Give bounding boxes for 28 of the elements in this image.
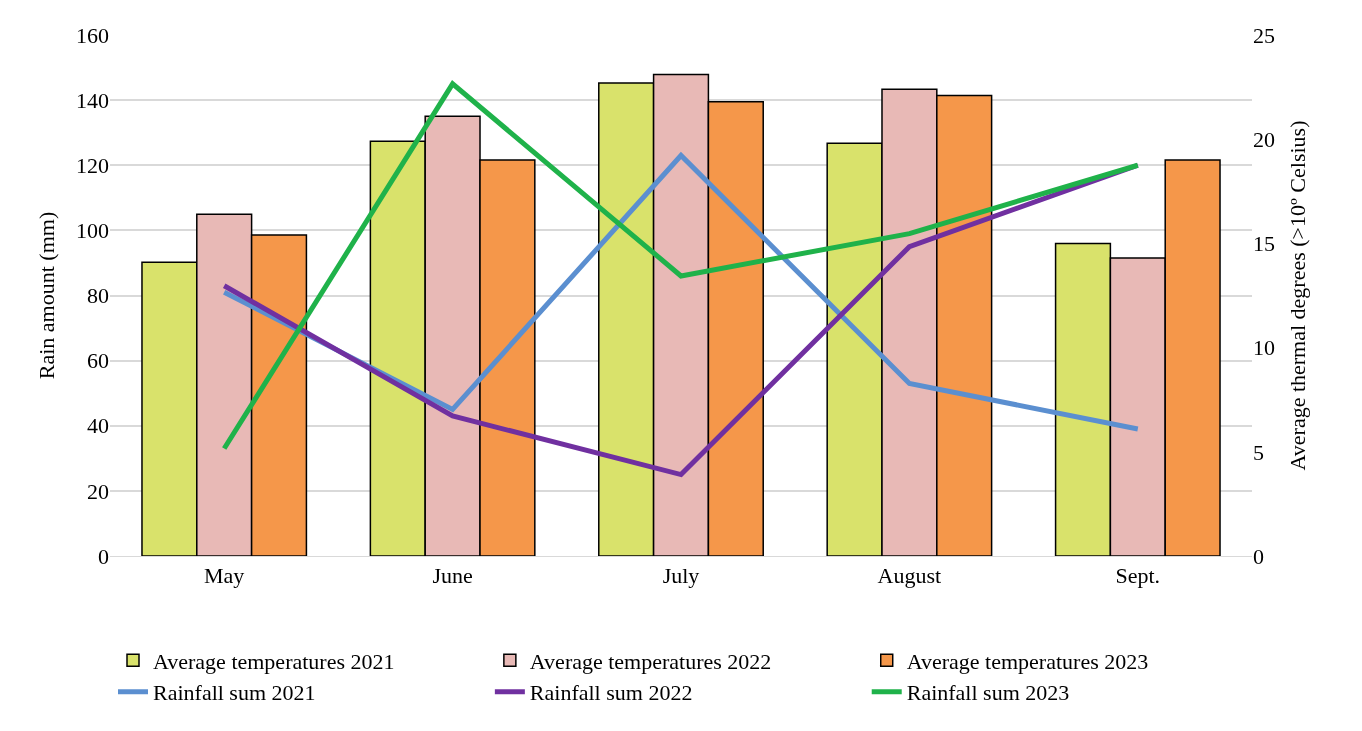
x-tick-label: May: [204, 563, 245, 589]
y2-tick-label: 25: [1253, 22, 1275, 48]
x-tick-label: Sept.: [1115, 563, 1161, 589]
y-tick-label: 140: [76, 87, 109, 113]
y-tick-label: 60: [87, 348, 109, 374]
y2-axis-title: Average thermal degrees (>10º Celsius): [1284, 120, 1310, 471]
y-tick-label: 40: [87, 413, 109, 439]
legend-label: Average temperatures 2023: [906, 648, 1149, 674]
y-tick-label: 160: [76, 22, 109, 48]
y-tick-label: 20: [87, 478, 109, 504]
legend-label: Average temperatures 2022: [529, 648, 772, 674]
y2-tick-label: 15: [1253, 231, 1275, 257]
legend-label: Rainfall sum 2022: [529, 680, 693, 706]
legend-label: Average temperatures 2021: [153, 648, 395, 674]
legend-label: Rainfall sum 2023: [906, 680, 1070, 706]
y-axis-title: Rain amount (mm): [33, 211, 59, 380]
x-tick-label: June: [432, 563, 473, 589]
y2-tick-label: 5: [1253, 439, 1264, 465]
y-tick-label: 80: [87, 283, 109, 309]
x-tick-label: July: [662, 563, 700, 589]
y2-tick-label: 10: [1253, 335, 1275, 361]
x-tick-label: August: [877, 563, 942, 589]
y-tick-label: 0: [98, 543, 109, 569]
y2-tick-label: 0: [1253, 543, 1264, 569]
y-tick-label: 120: [76, 152, 109, 178]
legend-label: Rainfall sum 2021: [153, 680, 316, 706]
y-tick-label: 100: [76, 218, 109, 244]
y2-tick-label: 20: [1253, 126, 1275, 152]
